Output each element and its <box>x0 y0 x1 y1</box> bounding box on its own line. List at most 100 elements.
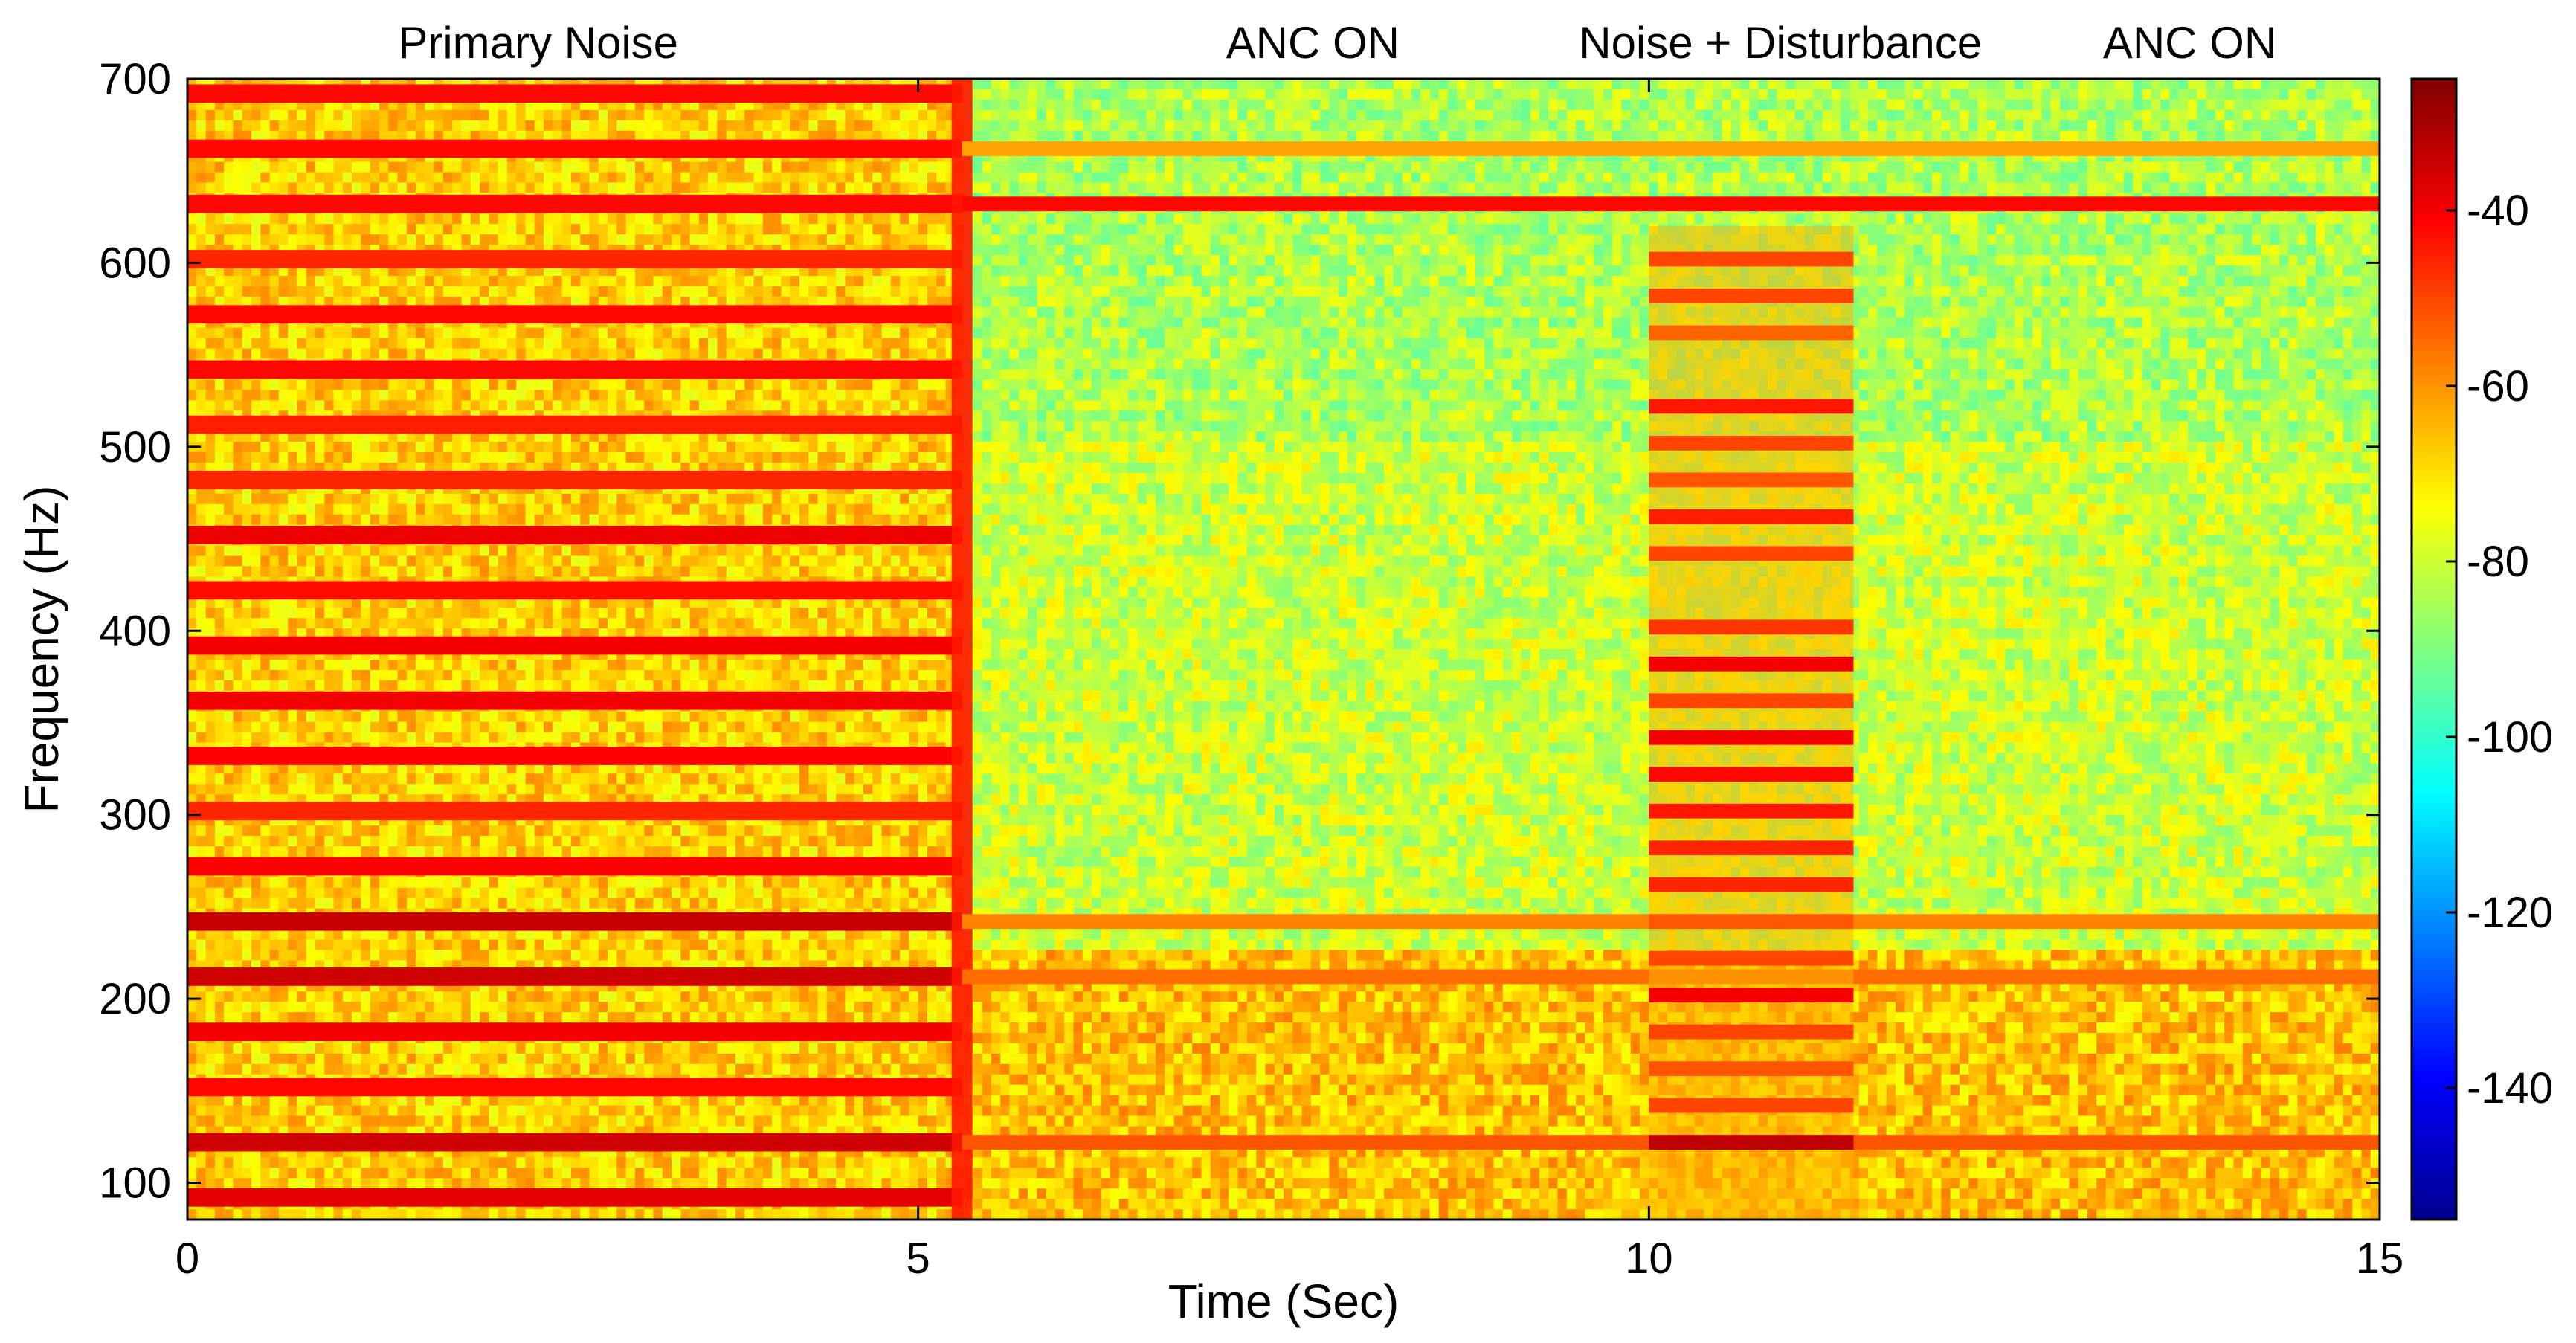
heatmap-cell <box>561 493 572 505</box>
heatmap-cell <box>480 1012 490 1023</box>
heatmap-cell <box>233 493 243 505</box>
heatmap-cell <box>544 929 554 941</box>
heatmap-cell <box>278 846 289 857</box>
heatmap-cell <box>561 503 572 515</box>
heatmap-cell <box>251 109 262 121</box>
heatmap-cell <box>205 224 216 235</box>
heatmap-cell <box>233 1063 243 1075</box>
heatmap-cell <box>205 545 216 557</box>
heatmap-cell <box>233 898 243 909</box>
heatmap-cell <box>434 680 444 692</box>
heatmap-cell <box>570 390 581 402</box>
heatmap-cell <box>333 618 344 629</box>
heatmap-cell <box>224 442 234 453</box>
heatmap-cell <box>506 379 517 391</box>
heatmap-cell <box>324 452 335 463</box>
heatmap-cell <box>233 182 243 194</box>
heatmap-cell <box>342 442 352 453</box>
heatmap-cell <box>516 991 527 1002</box>
heatmap-cell <box>461 431 471 442</box>
heatmap-cell <box>196 784 207 795</box>
heatmap-cell <box>598 400 608 411</box>
heatmap-cell <box>452 950 463 962</box>
heatmap-cell <box>534 109 544 121</box>
heatmap-cell <box>534 514 544 526</box>
heatmap-cell <box>598 286 608 297</box>
heatmap-cell <box>260 669 271 681</box>
heatmap-cell <box>470 109 480 121</box>
annotation-noise-disturbance: Noise + Disturbance <box>1579 18 1982 68</box>
heatmap-cell <box>406 234 416 245</box>
heatmap-cell <box>251 608 262 619</box>
heatmap-cell <box>442 929 453 941</box>
heatmap-cell <box>570 1168 581 1179</box>
heatmap-cell <box>544 442 554 453</box>
heatmap-cell <box>214 224 225 235</box>
heatmap-cell <box>480 1209 490 1220</box>
heatmap-cell <box>397 503 408 515</box>
heatmap-cell <box>442 234 453 245</box>
heatmap-cell <box>333 327 344 339</box>
heatmap-cell <box>553 338 563 350</box>
heatmap-cell <box>379 1043 389 1054</box>
heatmap-cell <box>561 566 572 578</box>
heatmap-cell <box>534 493 544 505</box>
heatmap-cell <box>425 1157 435 1168</box>
heatmap-cell <box>370 950 380 962</box>
heatmap-cell <box>570 836 581 847</box>
heatmap-cell <box>306 887 316 899</box>
heatmap-cell <box>498 545 508 557</box>
heatmap-cell <box>324 846 335 857</box>
heatmap-cell <box>278 234 289 245</box>
heatmap-cell <box>506 1095 517 1107</box>
heatmap-cell <box>406 130 416 142</box>
heatmap-cell <box>342 846 352 857</box>
heatmap-cell <box>196 555 207 567</box>
heatmap-cell <box>470 608 480 619</box>
heatmap-cell <box>570 898 581 909</box>
heatmap-cell <box>461 276 471 287</box>
heatmap-cell <box>205 390 216 402</box>
heatmap-cell <box>315 898 326 909</box>
heatmap-cell <box>288 825 298 837</box>
heatmap-cell <box>498 234 508 245</box>
heatmap-cell <box>425 338 435 350</box>
heatmap-cell <box>406 680 416 692</box>
heatmap-cell <box>187 1095 198 1107</box>
heatmap-cell <box>461 224 471 235</box>
heatmap-cell <box>251 1095 262 1107</box>
heatmap-cell <box>352 213 362 225</box>
heatmap-cell <box>434 608 444 619</box>
heatmap-cell <box>205 773 216 785</box>
heatmap-cell <box>214 1209 225 1220</box>
heatmap-cell <box>269 130 280 142</box>
heatmap-cell <box>416 545 426 557</box>
heatmap-cell <box>434 1095 444 1107</box>
heatmap-cell <box>214 929 225 941</box>
heatmap-cell <box>461 555 471 567</box>
heatmap-cell <box>251 1053 262 1065</box>
heatmap-cell <box>498 773 508 785</box>
heatmap-cell <box>333 379 344 391</box>
heatmap-cell <box>315 224 326 235</box>
heatmap-cell <box>442 555 453 567</box>
heatmap-cell <box>516 503 527 515</box>
heatmap-cell <box>461 379 471 391</box>
heatmap-cell <box>397 929 408 941</box>
heatmap-cell <box>297 898 307 909</box>
heatmap-cell <box>498 130 508 142</box>
heatmap-cell <box>361 608 371 619</box>
heatmap-cell <box>598 327 608 339</box>
heatmap-cell <box>370 597 380 608</box>
heatmap-cell <box>406 338 416 350</box>
heatmap-cell <box>288 991 298 1002</box>
heatmap-cell <box>278 120 289 132</box>
heatmap-cell <box>561 1002 572 1013</box>
heatmap-cell <box>379 1115 389 1127</box>
heatmap-cell <box>406 514 416 526</box>
heatmap-cell <box>580 566 590 578</box>
heatmap-cell <box>534 213 544 225</box>
heatmap-cell <box>498 400 508 411</box>
heatmap-cell <box>214 109 225 121</box>
heatmap-cell <box>425 597 435 608</box>
